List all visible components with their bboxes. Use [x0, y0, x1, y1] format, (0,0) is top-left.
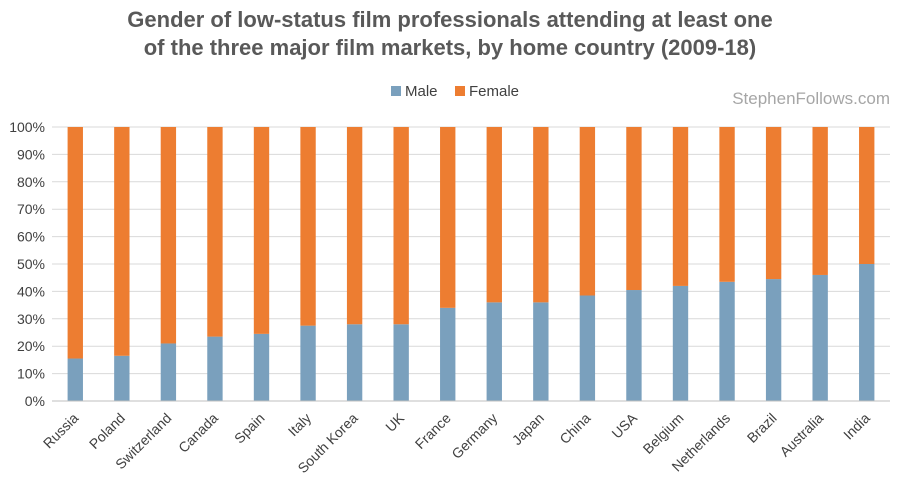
bar-female: [440, 127, 456, 308]
bar-male: [440, 307, 456, 401]
x-tick-label: India: [840, 410, 873, 443]
x-tick-label: France: [412, 410, 454, 452]
y-tick-label: 60%: [17, 229, 45, 245]
bars: [67, 127, 875, 401]
x-tick-label: Italy: [285, 410, 314, 439]
chart-title-line-1: Gender of low-status film professionals …: [127, 7, 772, 32]
x-tick-label: USA: [608, 409, 640, 441]
y-tick-label: 70%: [17, 201, 45, 217]
x-tick-label: Russia: [40, 410, 82, 452]
bar-male: [859, 264, 875, 401]
bar-female: [859, 127, 875, 264]
watermark: StephenFollows.com: [732, 89, 890, 108]
gridlines: [52, 126, 890, 375]
legend-swatch-male: [391, 86, 401, 96]
bar-female: [626, 127, 642, 291]
y-tick-label: 50%: [17, 256, 45, 272]
bar-female: [765, 127, 782, 280]
y-tick-label: 90%: [17, 146, 45, 162]
legend-label-female: Female: [469, 83, 519, 100]
bar-male: [207, 336, 223, 401]
y-tick-label: 10%: [17, 366, 45, 382]
bar-female: [253, 127, 270, 334]
bar-male: [393, 324, 409, 401]
bar-male: [253, 333, 270, 401]
y-tick-label: 100%: [9, 119, 45, 135]
bar-female: [719, 127, 735, 282]
x-tick-label: Canada: [175, 410, 221, 456]
x-tick-label: UK: [382, 409, 408, 435]
x-tick-label: Belgium: [640, 410, 687, 457]
bar-male: [486, 302, 502, 401]
x-tick-label: Germany: [448, 410, 500, 462]
y-tick-label: 80%: [17, 174, 45, 190]
bar-male: [160, 343, 177, 401]
bar-male: [672, 285, 689, 401]
bar-female: [346, 127, 363, 325]
bar-male: [626, 290, 642, 401]
y-tick-label: 30%: [17, 311, 45, 327]
bar-female: [67, 127, 83, 359]
x-tick-label: Spain: [231, 410, 268, 447]
bar-female: [812, 127, 828, 275]
y-tick-label: 0%: [25, 393, 45, 409]
bar-male: [300, 325, 316, 401]
bar-female: [533, 127, 549, 303]
bar-female: [672, 127, 689, 286]
legend-label-male: Male: [405, 83, 438, 100]
bar-female: [486, 127, 502, 303]
bar-female: [393, 127, 409, 325]
x-tick-label: Japan: [509, 410, 547, 448]
bar-female: [207, 127, 223, 337]
bar-male: [579, 295, 596, 401]
bar-female: [579, 127, 596, 296]
x-tick-label: Brazil: [744, 410, 780, 446]
chart-title-line-2: of the three major film markets, by home…: [144, 35, 757, 60]
legend-swatch-female: [455, 86, 465, 96]
x-tick-label: Australia: [776, 410, 826, 460]
bar-male: [346, 324, 363, 401]
y-tick-label: 20%: [17, 338, 45, 354]
bar-male: [765, 279, 782, 401]
bar-male: [114, 355, 130, 401]
x-tick-label: China: [556, 410, 593, 447]
bar-female: [160, 127, 177, 344]
bar-male: [67, 358, 83, 401]
bar-male: [812, 274, 828, 401]
legend: Male Female: [391, 83, 519, 100]
bar-male: [719, 281, 735, 401]
y-axis-ticks: 0% 10% 20% 30% 40% 50% 60% 70% 80% 90% 100%: [9, 119, 45, 409]
x-tick-label: Poland: [86, 410, 128, 452]
bar-female: [300, 127, 316, 326]
y-tick-label: 40%: [17, 283, 45, 299]
bar-female: [114, 127, 130, 356]
bar-male: [533, 302, 549, 401]
